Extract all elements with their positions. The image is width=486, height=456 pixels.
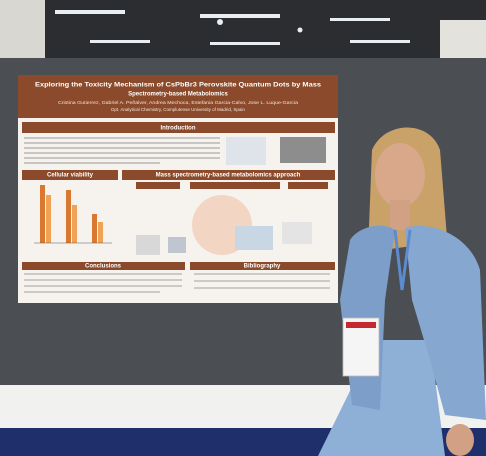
section-title: Conclusions xyxy=(85,264,122,270)
intro-text xyxy=(24,137,220,164)
figure xyxy=(136,235,160,255)
light xyxy=(350,40,410,43)
chart-bar xyxy=(92,214,97,243)
chart-bar xyxy=(66,190,71,243)
section-title: Introduction xyxy=(161,126,196,132)
chart-bar xyxy=(98,222,103,243)
figure xyxy=(235,226,273,250)
poster-authors: Cristina Gutierrez, Gabriel A. Peñalver,… xyxy=(58,100,299,105)
ceiling xyxy=(0,0,486,62)
figure xyxy=(282,222,312,244)
poster-title: Exploring the Toxicity Mechanism of CsPb… xyxy=(35,83,322,89)
section-header xyxy=(22,262,185,270)
section-header xyxy=(22,122,335,133)
column xyxy=(0,0,45,62)
badge-logo xyxy=(346,322,376,328)
face xyxy=(375,143,425,207)
dress xyxy=(318,340,445,456)
chart-bar xyxy=(46,195,51,243)
chart-bar xyxy=(72,205,77,243)
flow-box xyxy=(288,182,328,189)
intro-figure xyxy=(280,137,326,163)
flow-box xyxy=(136,182,180,189)
section-header xyxy=(122,170,335,180)
light xyxy=(200,14,280,18)
figure xyxy=(168,237,186,253)
chart-bar xyxy=(40,185,45,243)
viability-chart xyxy=(40,185,103,243)
poster-affiliation: Dpt. Analytical Chemistry, Complutense U… xyxy=(111,107,245,112)
light xyxy=(297,27,303,33)
light xyxy=(217,19,223,25)
section-title: Bibliography xyxy=(244,264,281,270)
ceiling-lights xyxy=(55,10,410,45)
light xyxy=(210,42,280,45)
section-header xyxy=(190,262,335,270)
lanyard xyxy=(393,229,412,291)
jacket-right xyxy=(405,225,486,420)
intro-figure xyxy=(226,137,266,165)
light xyxy=(90,40,150,43)
neck xyxy=(390,200,410,230)
section-header xyxy=(22,170,118,180)
light xyxy=(330,18,390,21)
light xyxy=(55,10,125,14)
flow-box xyxy=(190,182,280,189)
hand xyxy=(446,424,474,456)
conclusion-text xyxy=(24,273,330,293)
section-title: Mass spectrometry-based metabolomics app… xyxy=(156,173,301,179)
poster-title: Spectrometry-based Metabolomics xyxy=(128,92,228,98)
poster-header xyxy=(18,75,338,118)
section-title: Cellular viability xyxy=(47,173,94,179)
